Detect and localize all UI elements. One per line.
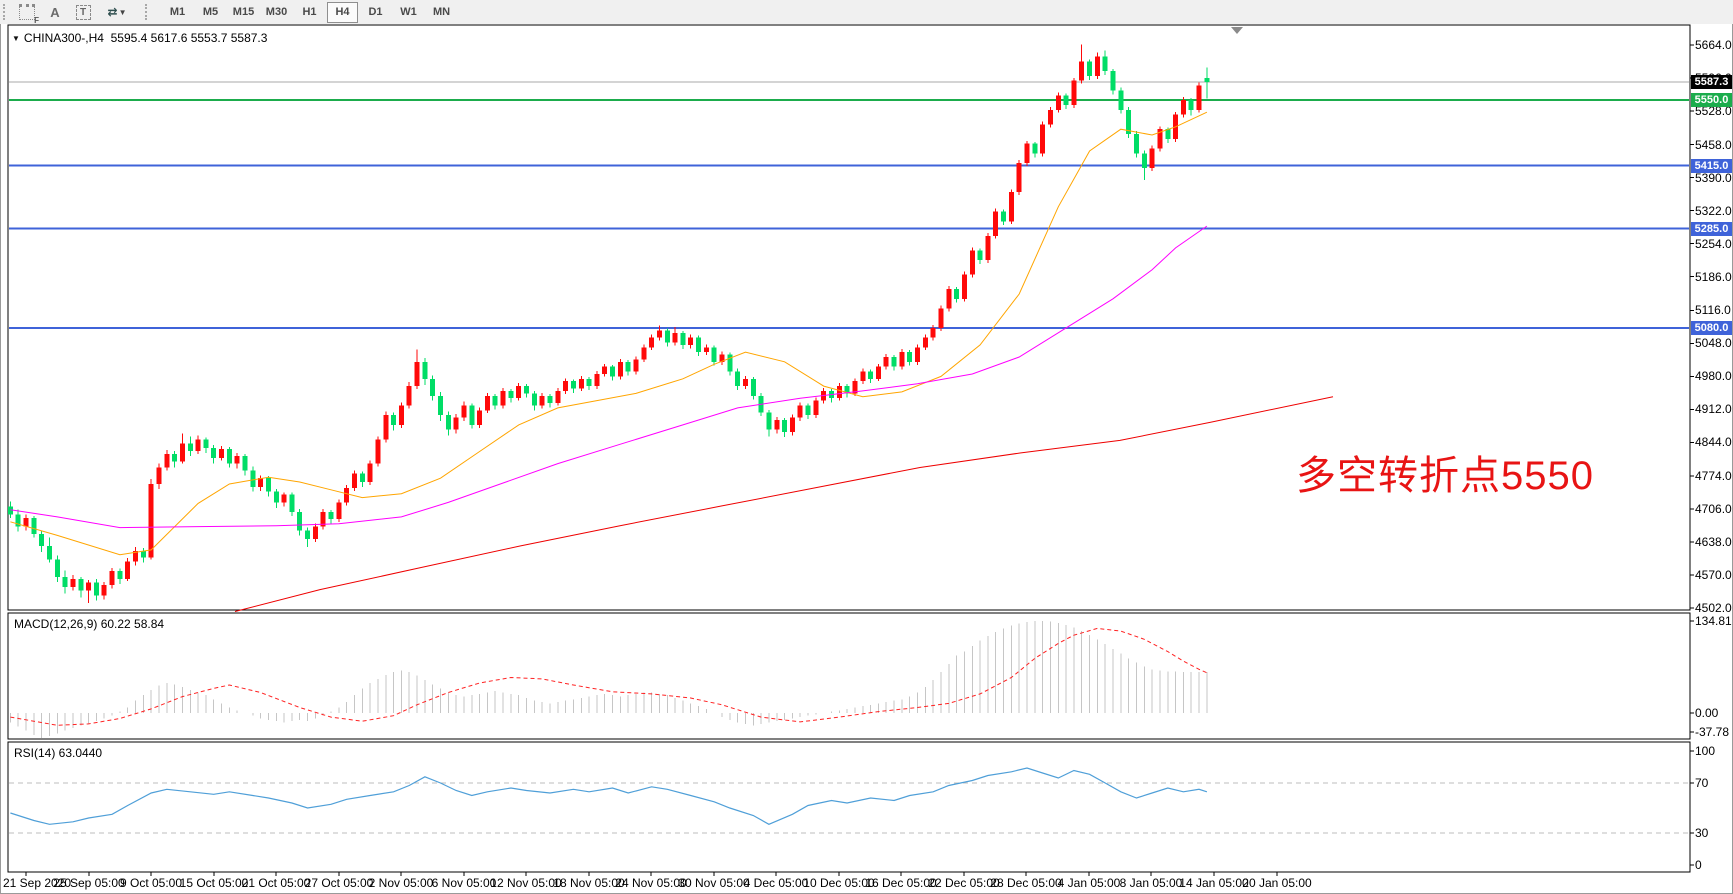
panel-splitter-rsi[interactable]: [0, 738, 1733, 742]
rsi-line: [10, 767, 1208, 825]
ma-fast-line: [10, 111, 1208, 556]
timeframe-bar: M1 M5 M15 M30 H1 H4 D1 W1 MN: [161, 1, 458, 23]
timeframe-button-M1[interactable]: M1: [169, 6, 186, 18]
candles: [7, 44, 1210, 604]
ma-mid-line: [10, 225, 1208, 529]
toolbar-drag-handle[interactable]: [3, 4, 9, 20]
objects-arrows-icon: ⇄: [107, 5, 118, 19]
timeframe-button-M15[interactable]: M15: [232, 6, 255, 18]
panel-splitter-macd[interactable]: [0, 609, 1733, 613]
timeframe-button-H4[interactable]: H4: [327, 1, 358, 23]
timeframe-button-M30[interactable]: M30: [265, 6, 288, 18]
chevron-down-icon: ▼: [118, 7, 127, 17]
chart-grid-icon: F: [19, 4, 39, 25]
timeframe-button-MN[interactable]: MN: [432, 6, 451, 18]
time-axis[interactable]: [0, 872, 1690, 894]
macd-signal-line: [10, 627, 1208, 726]
font-icon: A: [50, 4, 60, 20]
timeframe-button-D1[interactable]: D1: [368, 6, 383, 18]
red-trendline: [234, 396, 1334, 612]
text-label-icon: T: [75, 4, 91, 20]
chart-properties-icon-button[interactable]: F: [13, 1, 41, 25]
font-button[interactable]: A: [41, 1, 69, 23]
toolbar-separator: [145, 4, 151, 20]
chart-shift-marker-icon: [1231, 27, 1243, 34]
main-panel: [7, 24, 1691, 611]
rsi-panel: [7, 741, 1691, 873]
timeframe-button-W1[interactable]: W1: [400, 6, 417, 18]
timeframe-button-H1[interactable]: H1: [302, 6, 317, 18]
price-axis[interactable]: [1690, 25, 1733, 872]
macd-panel: [7, 612, 1691, 740]
timeframe-button-M5[interactable]: M5: [202, 6, 219, 18]
objects-arrows-button[interactable]: ⇄ ▼: [97, 1, 137, 23]
text-label-button[interactable]: T: [69, 1, 97, 23]
